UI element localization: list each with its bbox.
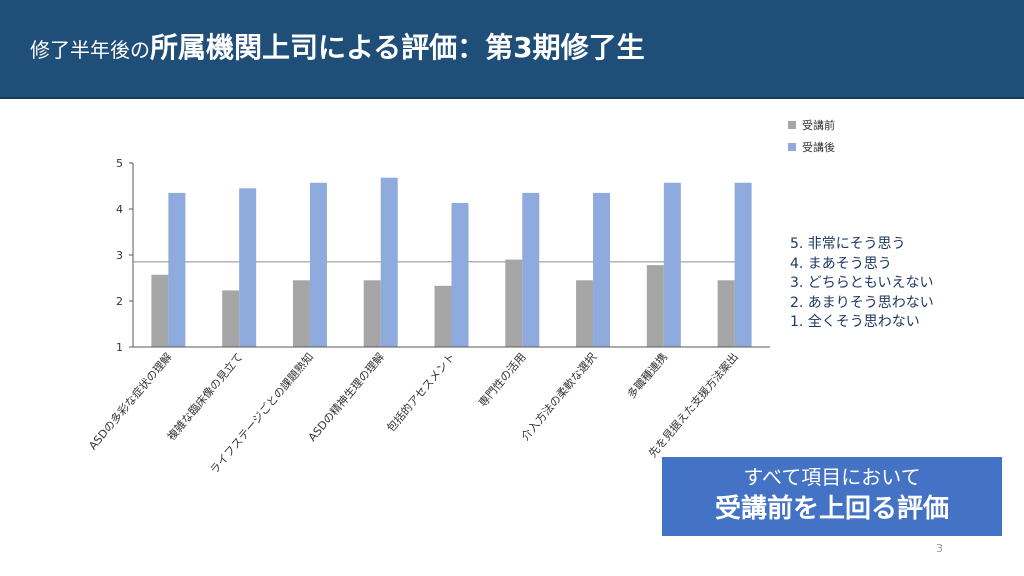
bar-before	[434, 285, 452, 347]
bar-after	[309, 182, 327, 347]
bar-after	[734, 182, 752, 347]
callout-line-2: 受講前を上回る評価	[714, 494, 949, 524]
x-tick-label: 多職種連携	[624, 350, 670, 401]
x-tick-label: 包括的アセスメント	[384, 350, 458, 435]
bar-before	[505, 259, 523, 347]
x-tick-label: 介入方法の柔軟な選択	[518, 350, 599, 443]
bar-chart: 12345ASDの多彩な症状の理解複雑な臨床像の見立てライフステージごとの課題熟…	[86, 157, 770, 477]
legend-item-before: 受講前	[788, 114, 835, 136]
x-tick-label: ASDの多彩な症状の理解	[86, 350, 175, 452]
y-tick-label: 3	[116, 249, 123, 262]
x-tick-label: 複雑な臨床像の見立て	[164, 350, 245, 443]
callout-line-1: すべて項目において	[743, 465, 921, 489]
y-tick-label: 1	[116, 341, 123, 354]
bar-before	[717, 280, 735, 347]
page-title: 修了半年後の所属機関上司による評価：第3期修了生	[30, 26, 645, 66]
legend-swatch-after	[788, 143, 796, 151]
bar-after	[451, 203, 469, 347]
bar-before	[151, 274, 169, 347]
scale-line-3: 3. どちらともいえない	[790, 275, 934, 291]
chart-legend: 受講前 受講後	[788, 114, 835, 158]
summary-callout: すべて項目において 受講前を上回る評価	[662, 457, 1002, 536]
scale-line-4: 4. まあそう思う	[790, 255, 892, 272]
bar-before	[222, 290, 240, 347]
page-title-prefix: 修了半年後の	[30, 38, 150, 62]
title-bar: 修了半年後の所属機関上司による評価：第3期修了生	[0, 0, 1024, 99]
legend-swatch-before	[788, 121, 796, 129]
page-number: 3	[936, 542, 943, 555]
bar-after	[380, 177, 398, 347]
scale-line-5: 5. 非常にそう思う	[790, 236, 906, 252]
bar-before	[363, 280, 381, 347]
y-tick-label: 2	[116, 295, 123, 308]
legend-label-after: 受講後	[802, 141, 835, 154]
y-tick-label: 5	[116, 157, 123, 170]
bar-after	[168, 192, 186, 347]
bar-before	[646, 265, 664, 347]
bar-after	[522, 192, 540, 347]
x-tick-label: 専門性の活用	[475, 350, 528, 410]
bar-after	[593, 192, 611, 347]
x-tick-label: ASDの精神生理の理解	[305, 350, 387, 444]
page-title-main: 所属機関上司による評価：第3期修了生	[150, 31, 645, 64]
bar-after	[663, 182, 681, 347]
scale-line-2: 2. あまりそう思わない	[790, 294, 934, 311]
bar-before	[576, 280, 594, 347]
legend-label-before: 受講前	[802, 119, 835, 132]
legend-item-after: 受講後	[788, 136, 835, 158]
bar-before	[292, 280, 310, 347]
y-tick-label: 4	[116, 203, 123, 216]
scale-line-1: 1. 全くそう思わない	[790, 314, 920, 330]
bar-after	[239, 188, 257, 347]
rating-scale-note: 5. 非常にそう思う 4. まあそう思う 3. どちらともいえない 2. あまり…	[790, 235, 934, 333]
